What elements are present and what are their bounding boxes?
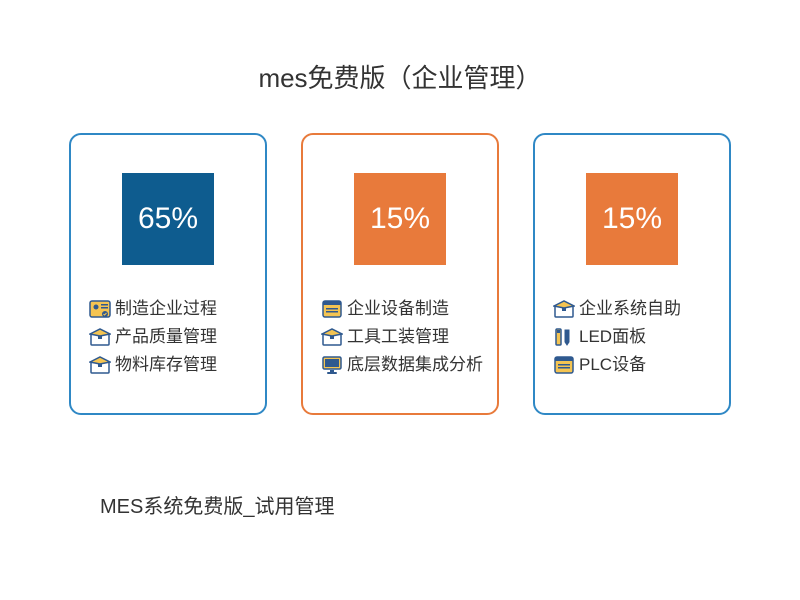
- percentage-box-2: 15%: [354, 173, 446, 265]
- cards-row: 65% 制造企业过程 产品质量管理 物料库存管理 15% 企业设备制造: [0, 133, 800, 415]
- monitor-icon: [321, 355, 343, 375]
- list-item: 企业设备制造: [321, 295, 483, 323]
- percentage-box-3: 15%: [586, 173, 678, 265]
- item-label: PLC设备: [579, 351, 646, 379]
- doc-icon: [553, 355, 575, 375]
- box-icon: [89, 327, 111, 347]
- doc-icon: [321, 299, 343, 319]
- list-item: 物料库存管理: [89, 351, 251, 379]
- item-label: 企业系统自助: [579, 295, 681, 323]
- item-label: 工具工装管理: [347, 323, 449, 351]
- card-1: 65% 制造企业过程 产品质量管理 物料库存管理: [69, 133, 267, 415]
- caption: MES系统免费版_试用管理: [100, 490, 334, 519]
- item-label: 底层数据集成分析: [347, 351, 483, 379]
- list-item: 制造企业过程: [89, 295, 251, 323]
- item-label: 制造企业过程: [115, 295, 217, 323]
- list-item: 企业系统自助: [553, 295, 715, 323]
- badge-icon: [89, 299, 111, 319]
- item-label: 物料库存管理: [115, 351, 217, 379]
- pen-icon: [553, 327, 575, 347]
- card-2: 15% 企业设备制造 工具工装管理 底层数据集成分析: [301, 133, 499, 415]
- list-item: 产品质量管理: [89, 323, 251, 351]
- percentage-box-1: 65%: [122, 173, 214, 265]
- card-2-items: 企业设备制造 工具工装管理 底层数据集成分析: [317, 295, 483, 379]
- item-label: 企业设备制造: [347, 295, 449, 323]
- box-icon: [321, 327, 343, 347]
- list-item: 工具工装管理: [321, 323, 483, 351]
- list-item: LED面板: [553, 323, 715, 351]
- box-icon: [89, 355, 111, 375]
- item-label: 产品质量管理: [115, 323, 217, 351]
- list-item: 底层数据集成分析: [321, 351, 483, 379]
- card-1-items: 制造企业过程 产品质量管理 物料库存管理: [85, 295, 251, 379]
- box-icon: [553, 299, 575, 319]
- item-label: LED面板: [579, 323, 646, 351]
- page-title: mes免费版（企业管理）: [0, 0, 800, 95]
- card-3-items: 企业系统自助 LED面板 PLC设备: [549, 295, 715, 379]
- list-item: PLC设备: [553, 351, 715, 379]
- card-3: 15% 企业系统自助 LED面板 PLC设备: [533, 133, 731, 415]
